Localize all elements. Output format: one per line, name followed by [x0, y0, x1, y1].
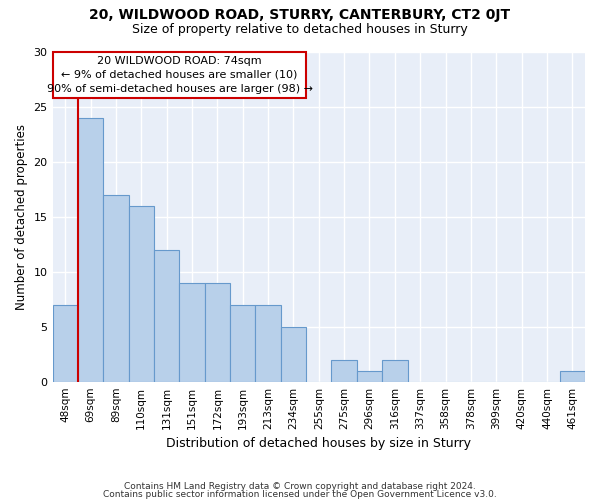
Text: Contains public sector information licensed under the Open Government Licence v3: Contains public sector information licen… [103, 490, 497, 499]
Bar [256, 304, 281, 382]
Text: 20, WILDWOOD ROAD, STURRY, CANTERBURY, CT2 0JT: 20, WILDWOOD ROAD, STURRY, CANTERBURY, C… [89, 8, 511, 22]
Bar [128, 206, 154, 382]
Bar [179, 282, 205, 382]
Bar [382, 360, 407, 382]
Bar [230, 304, 256, 382]
Y-axis label: Number of detached properties: Number of detached properties [15, 124, 28, 310]
Bar [205, 282, 230, 382]
Text: 20 WILDWOOD ROAD: 74sqm
← 9% of detached houses are smaller (10)
90% of semi-det: 20 WILDWOOD ROAD: 74sqm ← 9% of detached… [47, 56, 313, 94]
X-axis label: Distribution of detached houses by size in Sturry: Distribution of detached houses by size … [166, 437, 471, 450]
Text: Contains HM Land Registry data © Crown copyright and database right 2024.: Contains HM Land Registry data © Crown c… [124, 482, 476, 491]
Bar [53, 304, 78, 382]
Bar [78, 118, 103, 382]
Bar [560, 370, 585, 382]
Bar [154, 250, 179, 382]
FancyBboxPatch shape [53, 52, 306, 98]
Bar [331, 360, 357, 382]
Bar [357, 370, 382, 382]
Bar [103, 194, 128, 382]
Bar [281, 326, 306, 382]
Text: Size of property relative to detached houses in Sturry: Size of property relative to detached ho… [132, 22, 468, 36]
